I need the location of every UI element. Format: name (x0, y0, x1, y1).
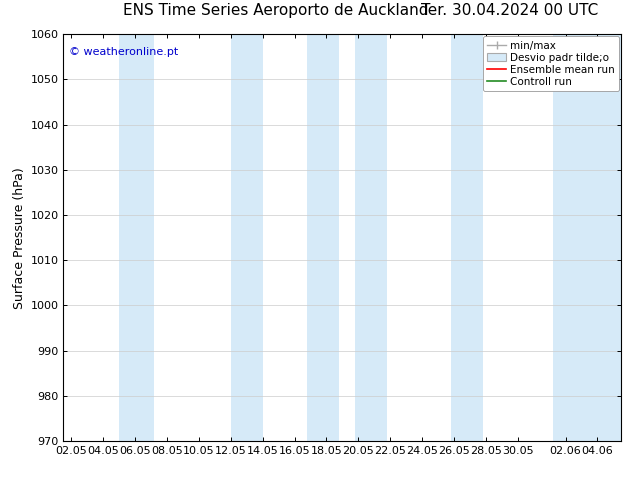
Text: ENS Time Series Aeroporto de Auckland: ENS Time Series Aeroporto de Auckland (122, 3, 428, 18)
Legend: min/max, Desvio padr tilde;o, Ensemble mean run, Controll run: min/max, Desvio padr tilde;o, Ensemble m… (483, 36, 619, 91)
Bar (355, 34, 387, 441)
Bar (451, 34, 482, 441)
Bar (119, 34, 154, 441)
Bar (553, 34, 621, 441)
Text: Ter. 30.04.2024 00 UTC: Ter. 30.04.2024 00 UTC (421, 3, 598, 18)
Text: © weatheronline.pt: © weatheronline.pt (69, 47, 178, 56)
Bar (231, 34, 262, 441)
Y-axis label: Surface Pressure (hPa): Surface Pressure (hPa) (13, 167, 26, 309)
Bar (307, 34, 339, 441)
